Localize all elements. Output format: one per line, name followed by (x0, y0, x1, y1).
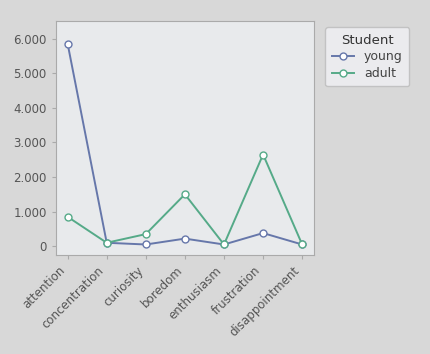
adult (182, 192, 187, 196)
Legend: young, adult: young, adult (326, 28, 409, 86)
young (104, 241, 109, 245)
adult (221, 242, 227, 247)
adult (261, 152, 266, 156)
adult (104, 241, 109, 245)
adult (143, 232, 148, 236)
Line: adult: adult (64, 151, 306, 248)
young (300, 242, 305, 247)
young (182, 236, 187, 241)
Line: young: young (64, 40, 306, 248)
young (261, 231, 266, 235)
young (143, 242, 148, 247)
young (65, 42, 70, 46)
young (221, 242, 227, 247)
adult (300, 242, 305, 247)
adult (65, 215, 70, 219)
